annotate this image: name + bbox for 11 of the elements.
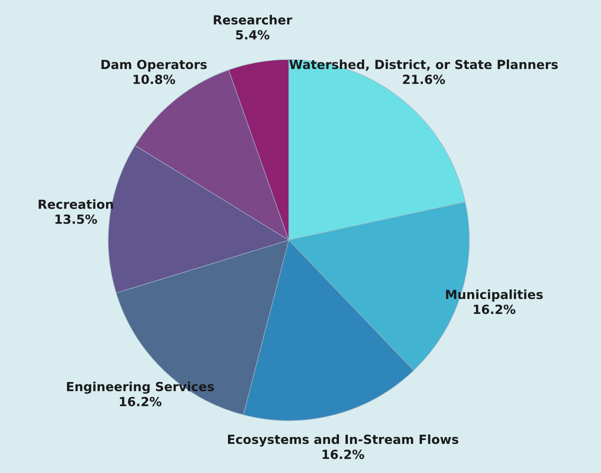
data-label: 5.4% [236,30,270,40]
data-label: 21.6% [403,74,445,84]
slice-label: Watershed, District, or State Planners [289,59,558,71]
slice-label: Ecosystems and In-Stream Flows [228,434,458,447]
slice-label: Dam Operators [101,60,207,72]
data-label: 10.8% [134,74,176,84]
data-label: 16.2% [322,450,364,460]
data-label: 16.2% [474,304,516,314]
data-label: 16.2% [120,396,162,406]
data-label: 13.5% [55,214,98,224]
slice-label: Researcher [214,14,292,25]
